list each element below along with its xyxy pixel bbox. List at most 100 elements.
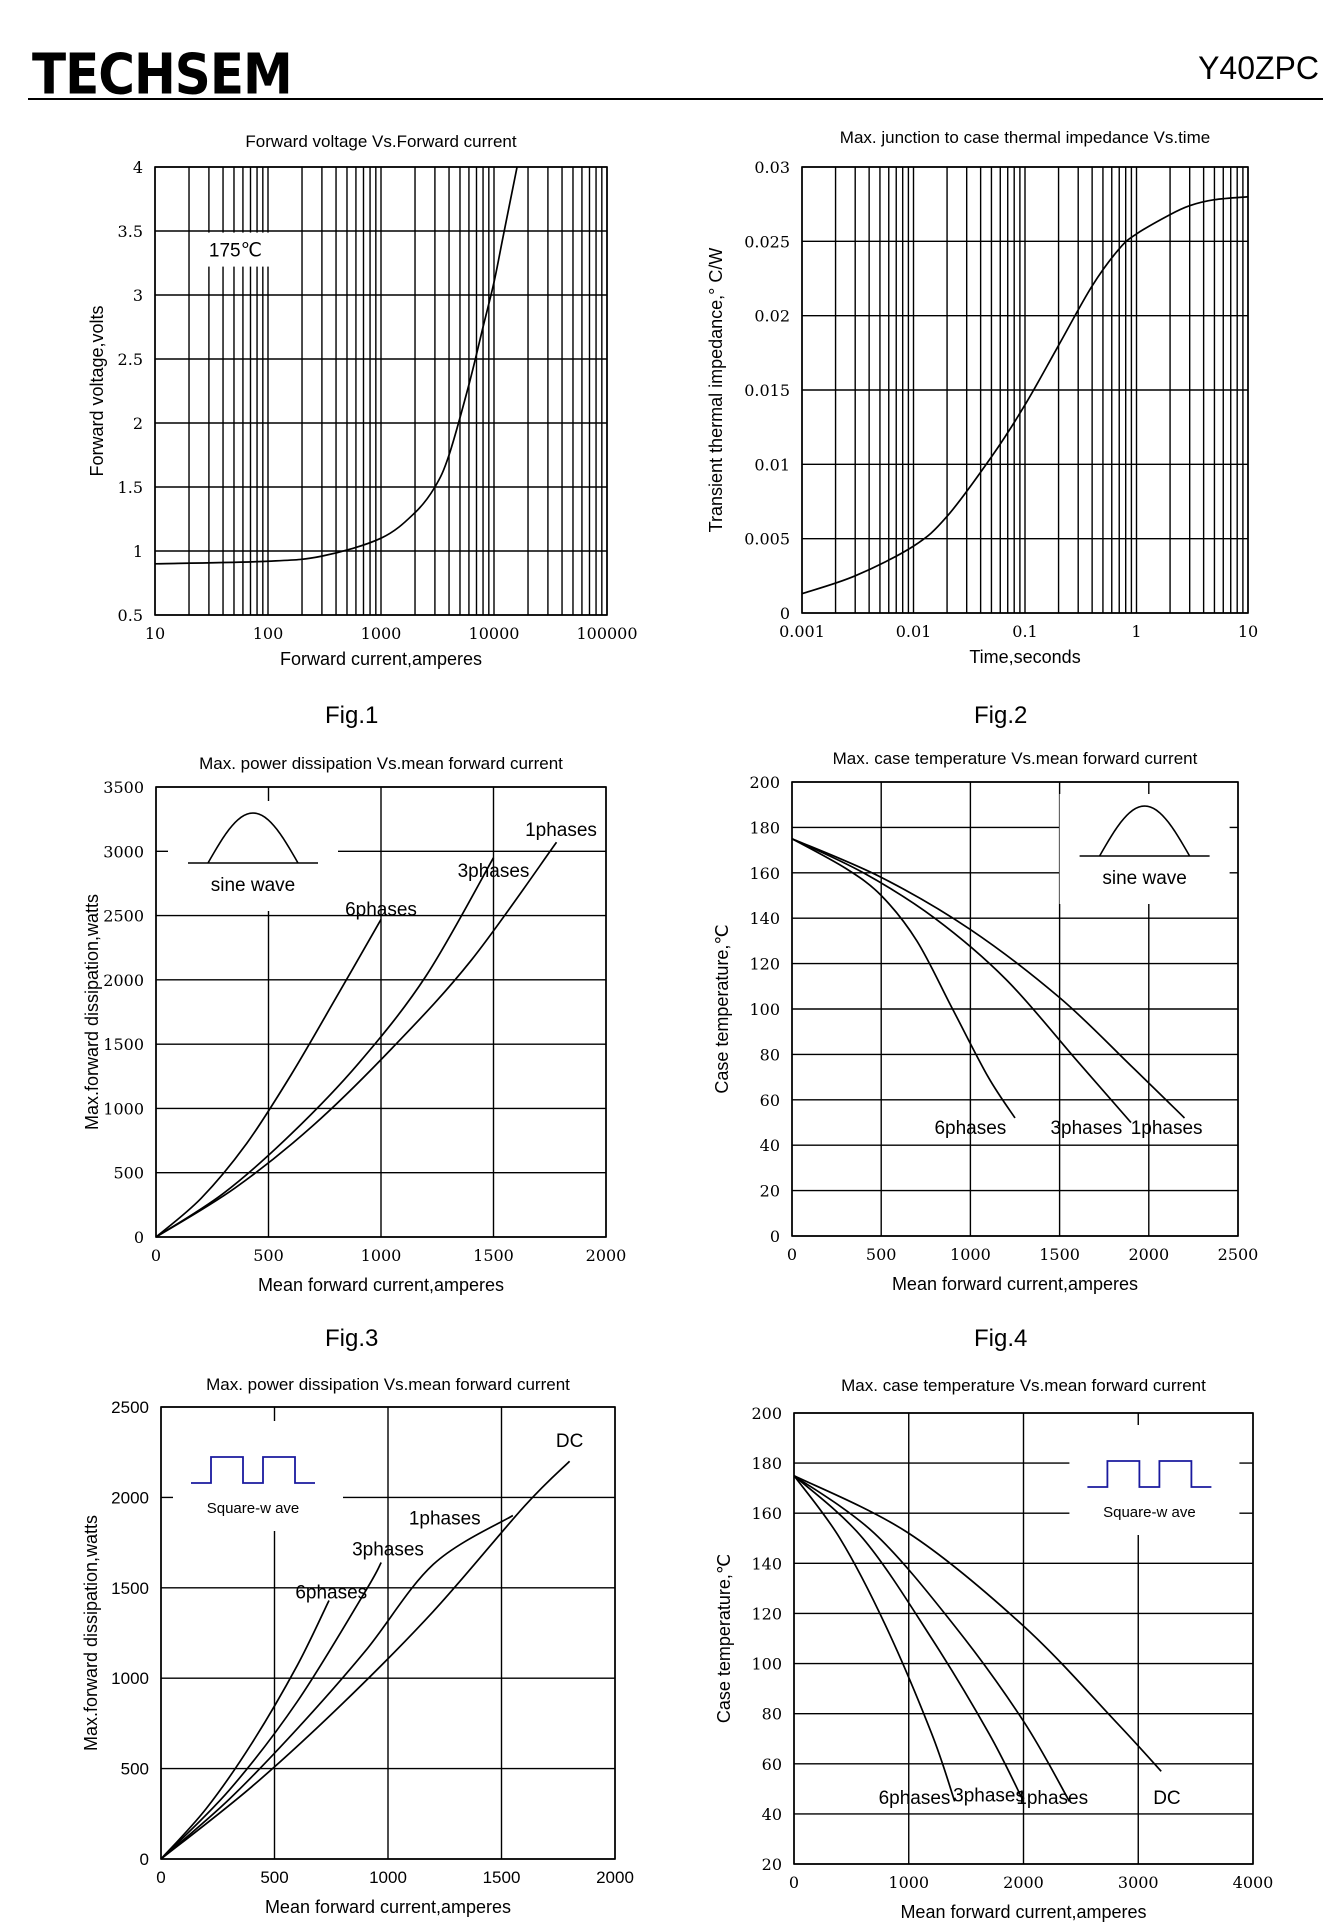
x-tick-label: 1000 (950, 1245, 991, 1264)
series-line-1phases (155, 841, 558, 1238)
chart-case-temperature-square: 0 1000 2000 3000 4000 20 40 60 80 100 120 140 160 180… (714, 1376, 1273, 1922)
x-axis-label: Mean forward current,amperes (265, 1897, 511, 1917)
series-line-dc (793, 1474, 1162, 1772)
chart-title: Max. case temperature Vs.mean forward cu… (841, 1376, 1206, 1395)
x-tick-label: 0 (789, 1873, 799, 1892)
y-tick-label: 180 (749, 818, 780, 837)
x-axis-label: Mean forward current,amperes (892, 1274, 1138, 1294)
y-tick-label: 100 (751, 1655, 782, 1674)
y-tick-label: 100 (749, 1000, 780, 1019)
x-tick-label: 0.001 (779, 622, 825, 641)
plot-frame (155, 786, 607, 1238)
series-line-1phases (160, 1514, 514, 1860)
series-line-1phases (791, 837, 1186, 1119)
y-tick-label: 1000 (103, 1099, 144, 1118)
plot-frame (154, 166, 608, 616)
x-tick-label: 3000 (1118, 1873, 1159, 1892)
y-tick-label: 20 (762, 1855, 782, 1874)
series-line-1phases (793, 1474, 1071, 1802)
y-tick-label: 0.025 (744, 232, 790, 251)
plot-frame (801, 166, 1249, 614)
y-tick-label: 160 (749, 864, 780, 883)
x-tick-label: 500 (866, 1245, 897, 1264)
y-tick-label: 500 (113, 1164, 144, 1183)
y-tick-label: 2000 (103, 971, 144, 990)
y-tick-label: 0 (770, 1227, 780, 1246)
sine-wave-icon (1098, 805, 1191, 857)
x-tick-label: 2000 (586, 1246, 627, 1265)
inset-label: Square-w ave (1103, 1504, 1196, 1521)
series-label-dc: DC (556, 1431, 583, 1452)
x-tick-label: 0.01 (896, 622, 932, 641)
figure-caption-4: Fig.4 (974, 1325, 1028, 1352)
square-wave-icon (191, 1456, 315, 1484)
sine-wave-icon (207, 812, 299, 864)
x-tick-label: 1000 (361, 624, 402, 643)
plot-frame (160, 1406, 616, 1860)
y-tick-label: 500 (121, 1760, 149, 1779)
y-tick-label: 2500 (111, 1398, 149, 1417)
square-wave-icon (1087, 1460, 1212, 1488)
x-axis-label: Time,seconds (969, 647, 1080, 667)
x-axis-label: Mean forward current,amperes (900, 1902, 1146, 1922)
x-tick-label: 1 (1131, 622, 1141, 641)
y-tick-label: 0.02 (754, 307, 790, 326)
y-tick-label: 140 (749, 909, 780, 928)
series-label-6phases: 6phases (879, 1788, 951, 1809)
series-label-1phases: 1phases (1131, 1118, 1203, 1139)
y-tick-label: 20 (760, 1182, 780, 1201)
y-tick-label: 2.5 (118, 350, 143, 369)
x-tick-label: 1500 (1039, 1245, 1080, 1264)
x-axis-label: Forward current,amperes (280, 649, 482, 669)
x-tick-label: 100 (253, 624, 284, 643)
series-label-dc: DC (1153, 1788, 1180, 1809)
y-tick-label: 0.005 (744, 530, 790, 549)
series-line (154, 166, 518, 565)
chart-forward-voltage: 10 100 1000 10000 100000 0.5 1 1.5 2 2.5 3 3.5 4 Forw… (87, 132, 638, 669)
x-tick-label: 0 (787, 1245, 797, 1264)
y-tick-label: 1.5 (118, 478, 143, 497)
series-line-3phases (160, 1562, 382, 1860)
chart-title: Max. power dissipation Vs.mean forward c… (199, 754, 563, 773)
y-tick-label: 0 (134, 1228, 144, 1247)
y-tick-label: 0.5 (118, 606, 143, 625)
inset-legend-box (1059, 794, 1230, 904)
y-tick-label: 200 (749, 773, 780, 792)
x-tick-label: 10000 (469, 624, 520, 643)
y-tick-label: 3 (133, 286, 143, 305)
y-tick-label: 3.5 (118, 222, 143, 241)
page-header: TECHSEM Y40ZPC (28, 36, 1323, 107)
x-tick-label: 2000 (1003, 1873, 1044, 1892)
x-tick-label: 0 (156, 1868, 165, 1887)
x-tick-label: 0 (151, 1246, 161, 1265)
series-line-6phases (793, 1475, 956, 1802)
x-tick-label: 2000 (1128, 1245, 1169, 1264)
series-label-6phases: 6phases (295, 1583, 367, 1604)
series-label-6phases: 6phases (345, 900, 417, 921)
y-tick-label: 140 (751, 1554, 782, 1573)
brand-logo: TECHSEM (32, 42, 293, 107)
inset-label: sine wave (1102, 868, 1187, 889)
y-tick-label: 2500 (103, 907, 144, 926)
series-line-3phases (791, 837, 1132, 1124)
y-tick-label: 80 (760, 1045, 780, 1064)
chart-title: Max. case temperature Vs.mean forward cu… (833, 749, 1198, 768)
inset-label: sine wave (211, 875, 296, 896)
y-tick-label: 0 (140, 1850, 149, 1869)
series-label-1phases: 1phases (525, 820, 597, 841)
x-tick-label: 500 (260, 1868, 288, 1887)
series-label-3phases: 3phases (458, 861, 530, 882)
y-tick-label: 1500 (103, 1035, 144, 1054)
x-tick-label: 1000 (361, 1246, 402, 1265)
series-line (801, 195, 1249, 595)
plot-frame (793, 1412, 1254, 1865)
y-tick-label: 3000 (103, 842, 144, 861)
y-tick-label: 160 (751, 1504, 782, 1523)
chart-title: Max. power dissipation Vs.mean forward c… (206, 1375, 570, 1394)
y-axis-label: Forward voltage,volts (87, 305, 107, 476)
inset-label: Square-w ave (207, 1500, 300, 1517)
y-axis-label: Case temperature,℃ (712, 924, 732, 1093)
y-tick-label: 0.03 (754, 158, 790, 177)
x-tick-label: 1500 (483, 1868, 521, 1887)
series-label-1phases: 1phases (409, 1509, 481, 1530)
